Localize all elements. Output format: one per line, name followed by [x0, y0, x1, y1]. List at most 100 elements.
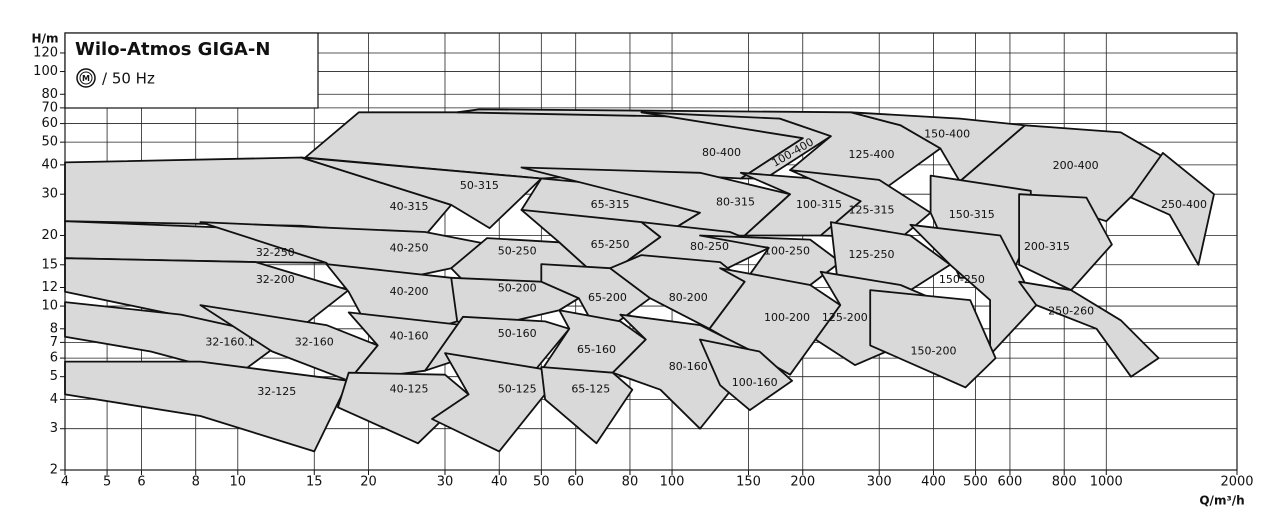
x-tick-label: 60 — [567, 475, 584, 490]
region-label: 32-160.1 — [205, 335, 254, 348]
y-tick-label: 10 — [41, 299, 58, 314]
region-label: 200-315 — [1024, 240, 1070, 253]
y-tick-label: 4 — [50, 392, 58, 407]
region-label: 32-250 — [256, 246, 295, 259]
region-label: 40-200 — [390, 285, 429, 298]
x-tick-label: 8 — [192, 475, 200, 490]
x-tick-label: 800 — [1052, 475, 1077, 490]
pump-region — [300, 156, 543, 229]
y-tick-label: 70 — [41, 100, 58, 115]
pump-region — [64, 220, 328, 264]
region-label: 80-160 — [669, 360, 708, 373]
y-tick-label: 8 — [50, 321, 58, 336]
region-label: 100-315 — [796, 198, 842, 211]
x-tick-label: 100 — [660, 475, 685, 490]
x-tick-label: 600 — [998, 475, 1023, 490]
region-label: 32-200 — [256, 273, 295, 286]
pump-region — [708, 267, 842, 376]
y-tick-label: 100 — [33, 64, 58, 79]
region-label: 50-250 — [498, 244, 537, 257]
x-tick-label: 1000 — [1090, 475, 1123, 490]
x-tick-label: 300 — [867, 475, 892, 490]
y-tick-label: 7 — [50, 335, 58, 350]
region-label: 50-160 — [498, 327, 537, 340]
regions: 80-400 125-400100-400150-400200-400250-40… — [64, 108, 1215, 453]
region-label: 65-315 — [591, 198, 630, 211]
region-label: 250-260 — [1048, 304, 1094, 317]
region-label: 125-400 — [849, 148, 895, 161]
y-tick-label: 15 — [41, 257, 58, 272]
chart-title: Wilo-Atmos GIGA-N — [75, 39, 270, 60]
pump-region — [64, 360, 350, 453]
region-label: 80-200 — [669, 291, 708, 304]
region-label: 250-400 — [1161, 198, 1207, 211]
region-label: 65-200 — [588, 291, 627, 304]
y-tick-label: 3 — [50, 421, 58, 436]
region-label: 80-250 — [690, 240, 729, 253]
region-label: 80-315 — [716, 196, 755, 209]
region-label: 150-400 — [924, 127, 970, 140]
x-tick-label: 5 — [103, 475, 111, 490]
region-label: 50-315 — [460, 179, 499, 192]
region-label: 32-125 — [257, 385, 296, 398]
y-tick-label: 30 — [41, 187, 58, 202]
x-axis-label: Q/m³/h — [1199, 494, 1244, 508]
region-label: 32-160 — [295, 335, 334, 348]
pump-region — [699, 338, 793, 411]
region-label: 150-200 — [910, 345, 956, 358]
region-label: 200-400 — [1053, 159, 1099, 172]
x-tick-label: 40 — [491, 475, 508, 490]
x-tick-label: 10 — [230, 475, 247, 490]
y-tick-label: 2 — [50, 463, 58, 478]
motor-icon — [76, 68, 96, 88]
motor-icon-inner — [79, 71, 93, 85]
region-label: 125-250 — [849, 248, 895, 261]
x-tick-label: 80 — [622, 475, 639, 490]
y-tick-label: 80 — [41, 87, 58, 102]
x-tick-label: 400 — [921, 475, 946, 490]
region-label: 150-315 — [949, 208, 995, 221]
pump-region — [869, 289, 997, 389]
region-label: 40-250 — [390, 241, 429, 254]
x-tick-label: 20 — [360, 475, 377, 490]
x-tick-label: 4 — [61, 475, 69, 490]
x-tick-label: 50 — [533, 475, 550, 490]
region-label: 125-200 — [822, 311, 868, 324]
region-label: 40-160 — [390, 330, 429, 343]
region-label: 80-400 — [702, 146, 741, 159]
x-tick-label: 200 — [790, 475, 815, 490]
region-label: 150-250 — [939, 273, 985, 286]
y-tick-label: 40 — [41, 157, 58, 172]
y-tick-label: 60 — [41, 116, 58, 131]
y-tick-label: 20 — [41, 228, 58, 243]
title-box: Wilo-Atmos GIGA-N M / 50 Hz — [64, 32, 319, 109]
region-label: 40-315 — [390, 200, 429, 213]
y-tick-label: 50 — [41, 135, 58, 150]
region-label: 125-315 — [849, 203, 895, 216]
region-label: 65-160 — [577, 343, 616, 356]
x-tick-label: 150 — [736, 475, 761, 490]
region-label: 100-160 — [732, 376, 778, 389]
y-axis-label: H/m — [32, 32, 59, 46]
region-label: 100-200 — [764, 311, 810, 324]
pump-region — [540, 366, 634, 445]
x-tick-label: 6 — [137, 475, 145, 490]
x-tick-label: 15 — [306, 475, 323, 490]
region-label: 100-250 — [764, 244, 810, 257]
region-label: 65-125 — [571, 383, 610, 396]
region-label: 50-200 — [498, 281, 537, 294]
y-tick-label: 5 — [50, 369, 58, 384]
y-tick-label: 6 — [50, 351, 58, 366]
region-label: 65-250 — [591, 238, 630, 251]
pump-region — [1018, 280, 1160, 378]
pump-region — [1018, 193, 1113, 291]
region-label: 40-125 — [390, 383, 429, 396]
region-label: 50-125 — [498, 383, 537, 396]
x-tick-label: 30 — [437, 475, 454, 490]
chart-subtitle: / 50 Hz — [102, 70, 155, 88]
x-tick-label: 500 — [963, 475, 988, 490]
x-tick-label: 2000 — [1220, 475, 1253, 490]
y-tick-label: 12 — [41, 280, 58, 295]
